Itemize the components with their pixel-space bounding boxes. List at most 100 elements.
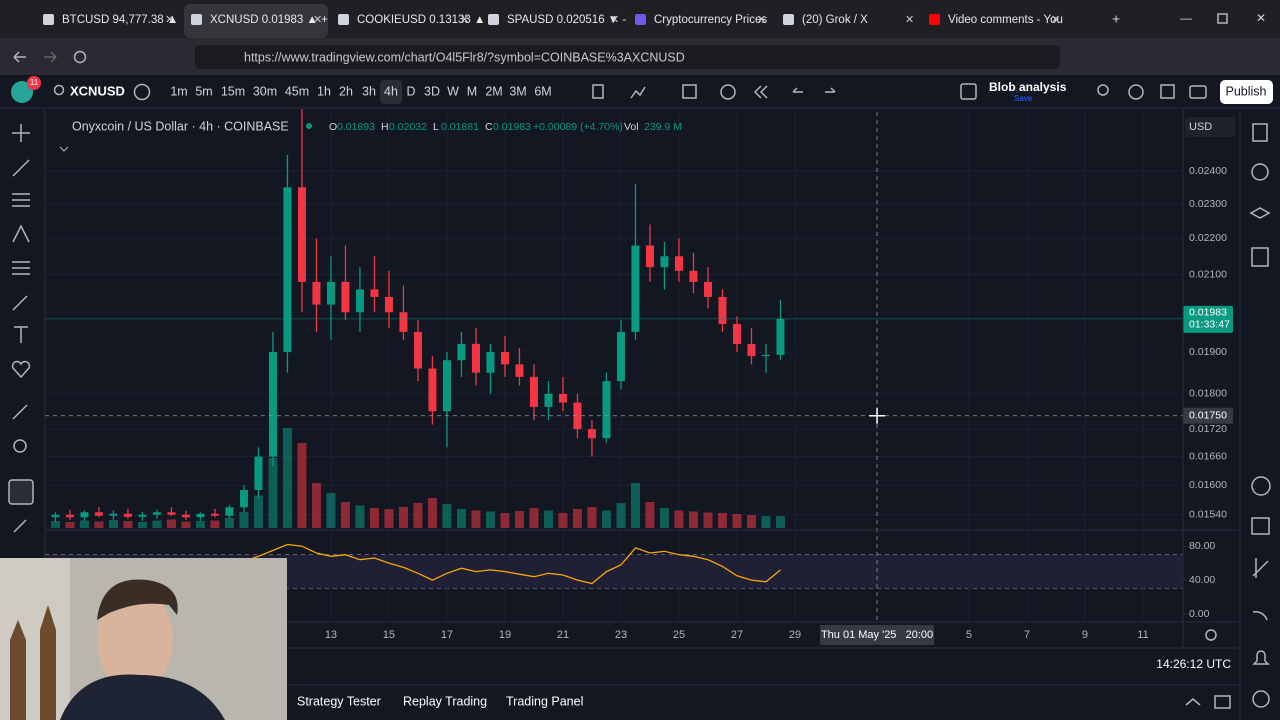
volume-bar (268, 458, 278, 528)
url-field[interactable] (195, 45, 1060, 69)
back-icon[interactable] (13, 51, 26, 63)
compare-icon[interactable] (133, 83, 151, 101)
reload-icon[interactable] (73, 50, 87, 64)
url[interactable]: https://www.tradingview.com/chart/O4l5Fl… (244, 50, 685, 64)
maximize-icon[interactable] (1214, 695, 1231, 709)
tool[interactable] (12, 404, 28, 420)
icon[interactable] (630, 86, 646, 99)
interval[interactable]: 3D (424, 84, 440, 98)
active-interval[interactable] (380, 80, 402, 104)
tab-close[interactable]: ✕ (460, 14, 469, 26)
interval[interactable]: 4h (384, 84, 398, 98)
icon[interactable] (1252, 690, 1270, 708)
tab-title[interactable]: BTCUSD 94,777.38 ▲ (62, 14, 178, 26)
icon[interactable] (1252, 123, 1268, 142)
tab-close[interactable]: ✕ (905, 14, 914, 26)
interval[interactable]: M (467, 84, 477, 98)
tool[interactable] (12, 193, 30, 207)
icon[interactable] (1251, 517, 1270, 535)
interval[interactable]: 3h (362, 84, 376, 98)
search-icon[interactable] (53, 84, 65, 96)
tab-title[interactable]: COOKIEUSD 0.13133 ▲ (357, 14, 485, 26)
tab-title[interactable]: XCNUSD 0.01983 ▲ + (210, 14, 328, 26)
avatar[interactable] (11, 81, 33, 103)
icon[interactable] (1128, 84, 1144, 100)
icon[interactable] (1249, 207, 1271, 219)
tool[interactable] (12, 124, 30, 142)
tab-close[interactable]: ✕ (610, 14, 619, 26)
tab-close[interactable]: ✕ (1051, 14, 1060, 26)
icon[interactable] (682, 84, 697, 99)
panel-tab[interactable]: Replay Trading (403, 694, 487, 708)
symbol[interactable]: XCNUSD (70, 83, 125, 98)
tab-title[interactable]: Cryptocurrency Prices (654, 14, 767, 26)
y-tick-label: 0.01900 (1189, 346, 1227, 358)
icon[interactable] (1252, 650, 1270, 665)
interval[interactable]: 1h (317, 84, 331, 98)
forward-icon[interactable] (44, 51, 57, 63)
interval[interactable]: 6M (534, 84, 551, 98)
panel-tab[interactable]: Strategy Tester (297, 694, 381, 708)
interval[interactable]: D (406, 84, 415, 98)
interval[interactable]: 5m (195, 84, 212, 98)
icon[interactable] (825, 87, 836, 93)
icon[interactable] (1251, 476, 1271, 496)
active-tab[interactable] (184, 4, 328, 38)
currency-select[interactable] (1185, 117, 1235, 137)
icon[interactable] (1252, 558, 1269, 578)
save-label[interactable]: Save (1014, 94, 1033, 103)
publish-label[interactable]: Publish (1226, 84, 1267, 98)
interval[interactable]: 3M (509, 84, 526, 98)
tool[interactable] (14, 326, 28, 343)
icon[interactable] (753, 85, 768, 99)
icon[interactable] (1252, 610, 1268, 621)
icon[interactable] (1251, 163, 1269, 181)
tab-title[interactable]: Video comments - You (948, 14, 1063, 26)
panel-tab[interactable]: Trading Panel (506, 694, 583, 708)
win-min[interactable]: — (1180, 11, 1192, 25)
volume-bar (50, 521, 60, 528)
interval[interactable]: 45m (285, 84, 309, 98)
candle-body (500, 352, 509, 365)
collapse-icon[interactable] (1185, 698, 1201, 706)
tab-close[interactable]: ✕ (313, 14, 322, 26)
icon[interactable] (592, 84, 604, 99)
tab-close[interactable]: ✕ (757, 14, 766, 26)
tool[interactable] (8, 479, 34, 505)
tab-title[interactable]: SPAUSD 0.020516 ▼ - (507, 14, 626, 26)
currency[interactable]: USD (1189, 121, 1212, 133)
layout-checkbox[interactable] (960, 83, 977, 100)
tool[interactable] (13, 519, 27, 533)
settings-icon[interactable] (1205, 629, 1217, 641)
icon[interactable] (1189, 85, 1207, 99)
icon[interactable] (1160, 84, 1175, 99)
candle-body (51, 514, 60, 518)
tab-title[interactable]: (20) Grok / X (802, 14, 868, 26)
icon[interactable] (792, 87, 803, 93)
win-max[interactable] (1217, 13, 1228, 24)
publish-button[interactable] (1220, 80, 1273, 104)
tool[interactable] (12, 261, 30, 275)
interval[interactable]: 2h (339, 84, 353, 98)
tool[interactable] (12, 159, 30, 177)
interval[interactable]: 2M (485, 84, 502, 98)
tool[interactable] (11, 360, 31, 379)
interval[interactable]: 30m (253, 84, 277, 98)
volume-bar (659, 508, 669, 528)
win-close[interactable]: ✕ (1256, 11, 1266, 25)
icon[interactable] (1097, 84, 1109, 96)
icon[interactable] (1251, 247, 1269, 267)
tool[interactable] (12, 295, 28, 311)
legend-collapse[interactable] (59, 146, 69, 152)
candle-body (341, 281, 350, 313)
interval[interactable]: W (447, 84, 459, 98)
clock[interactable]: 14:26:12 UTC (1156, 657, 1231, 671)
icon[interactable] (720, 84, 736, 100)
new-tab[interactable]: + (1112, 11, 1120, 27)
interval[interactable]: 1m (170, 84, 187, 98)
tab-close[interactable]: ✕ (165, 14, 174, 26)
tool[interactable] (12, 224, 30, 243)
interval[interactable]: 15m (221, 84, 245, 98)
tool[interactable] (13, 439, 27, 453)
layout-name[interactable]: Blob analysis (989, 80, 1067, 94)
